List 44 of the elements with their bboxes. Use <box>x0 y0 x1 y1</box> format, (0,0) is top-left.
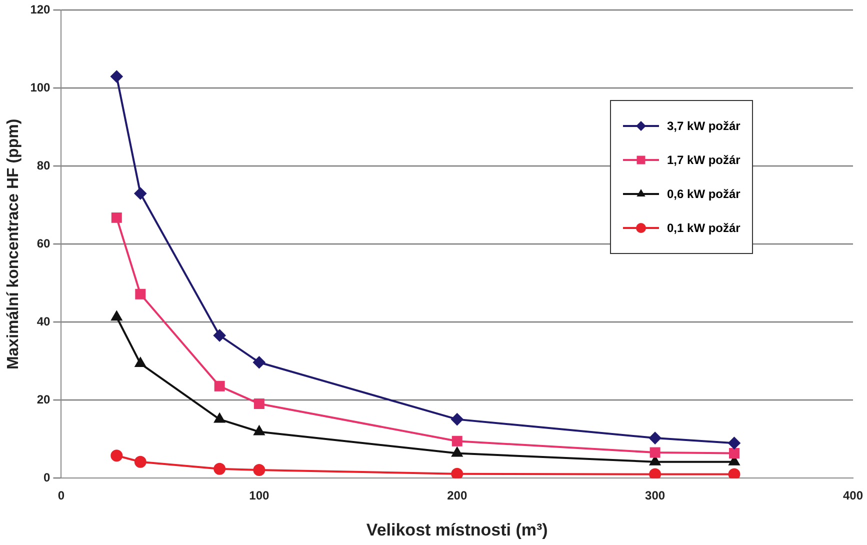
x-tick-label: 300 <box>645 488 666 503</box>
point <box>134 456 146 468</box>
point <box>452 436 462 446</box>
point <box>111 212 122 223</box>
point <box>110 70 123 82</box>
point <box>134 188 146 200</box>
point <box>253 356 266 368</box>
point <box>135 358 146 368</box>
point <box>253 464 266 476</box>
point <box>111 311 122 321</box>
point <box>649 432 662 444</box>
y-tick-label: 60 <box>36 236 51 251</box>
point <box>110 450 123 462</box>
point <box>214 413 225 423</box>
point <box>214 462 226 475</box>
y-tick-label: 80 <box>36 158 51 173</box>
x-tick-label: 100 <box>249 488 270 503</box>
y-tick-label: 120 <box>30 2 51 17</box>
y-tick-label: 0 <box>44 470 51 485</box>
legend-label: 1,7 kW požár <box>667 153 740 168</box>
y-tick-label: 20 <box>36 392 51 407</box>
legend-label: 0,6 kW požár <box>667 187 740 202</box>
point <box>728 468 740 478</box>
y-axis-title: Maximální koncentrace HF (ppm) <box>5 118 22 370</box>
x-tick-label: 0 <box>58 488 65 503</box>
y-tick-label: 40 <box>36 314 51 329</box>
point <box>452 447 462 457</box>
point <box>214 380 225 392</box>
x-axis-title: Velikost místnosti (m³) <box>366 520 548 540</box>
point <box>214 329 226 342</box>
point <box>254 426 264 436</box>
point <box>728 448 740 458</box>
x-tick-label: 400 <box>842 488 864 503</box>
point <box>451 468 464 478</box>
point <box>451 413 464 426</box>
legend-label: 0,1 kW požár <box>667 221 740 236</box>
point <box>135 288 146 300</box>
legend-label: 3,7 kW požár <box>667 119 740 134</box>
y-tick-label: 100 <box>30 80 51 95</box>
point <box>728 437 740 450</box>
point <box>254 398 264 409</box>
point <box>649 468 662 478</box>
point <box>650 447 660 458</box>
x-tick-label: 200 <box>447 488 468 503</box>
